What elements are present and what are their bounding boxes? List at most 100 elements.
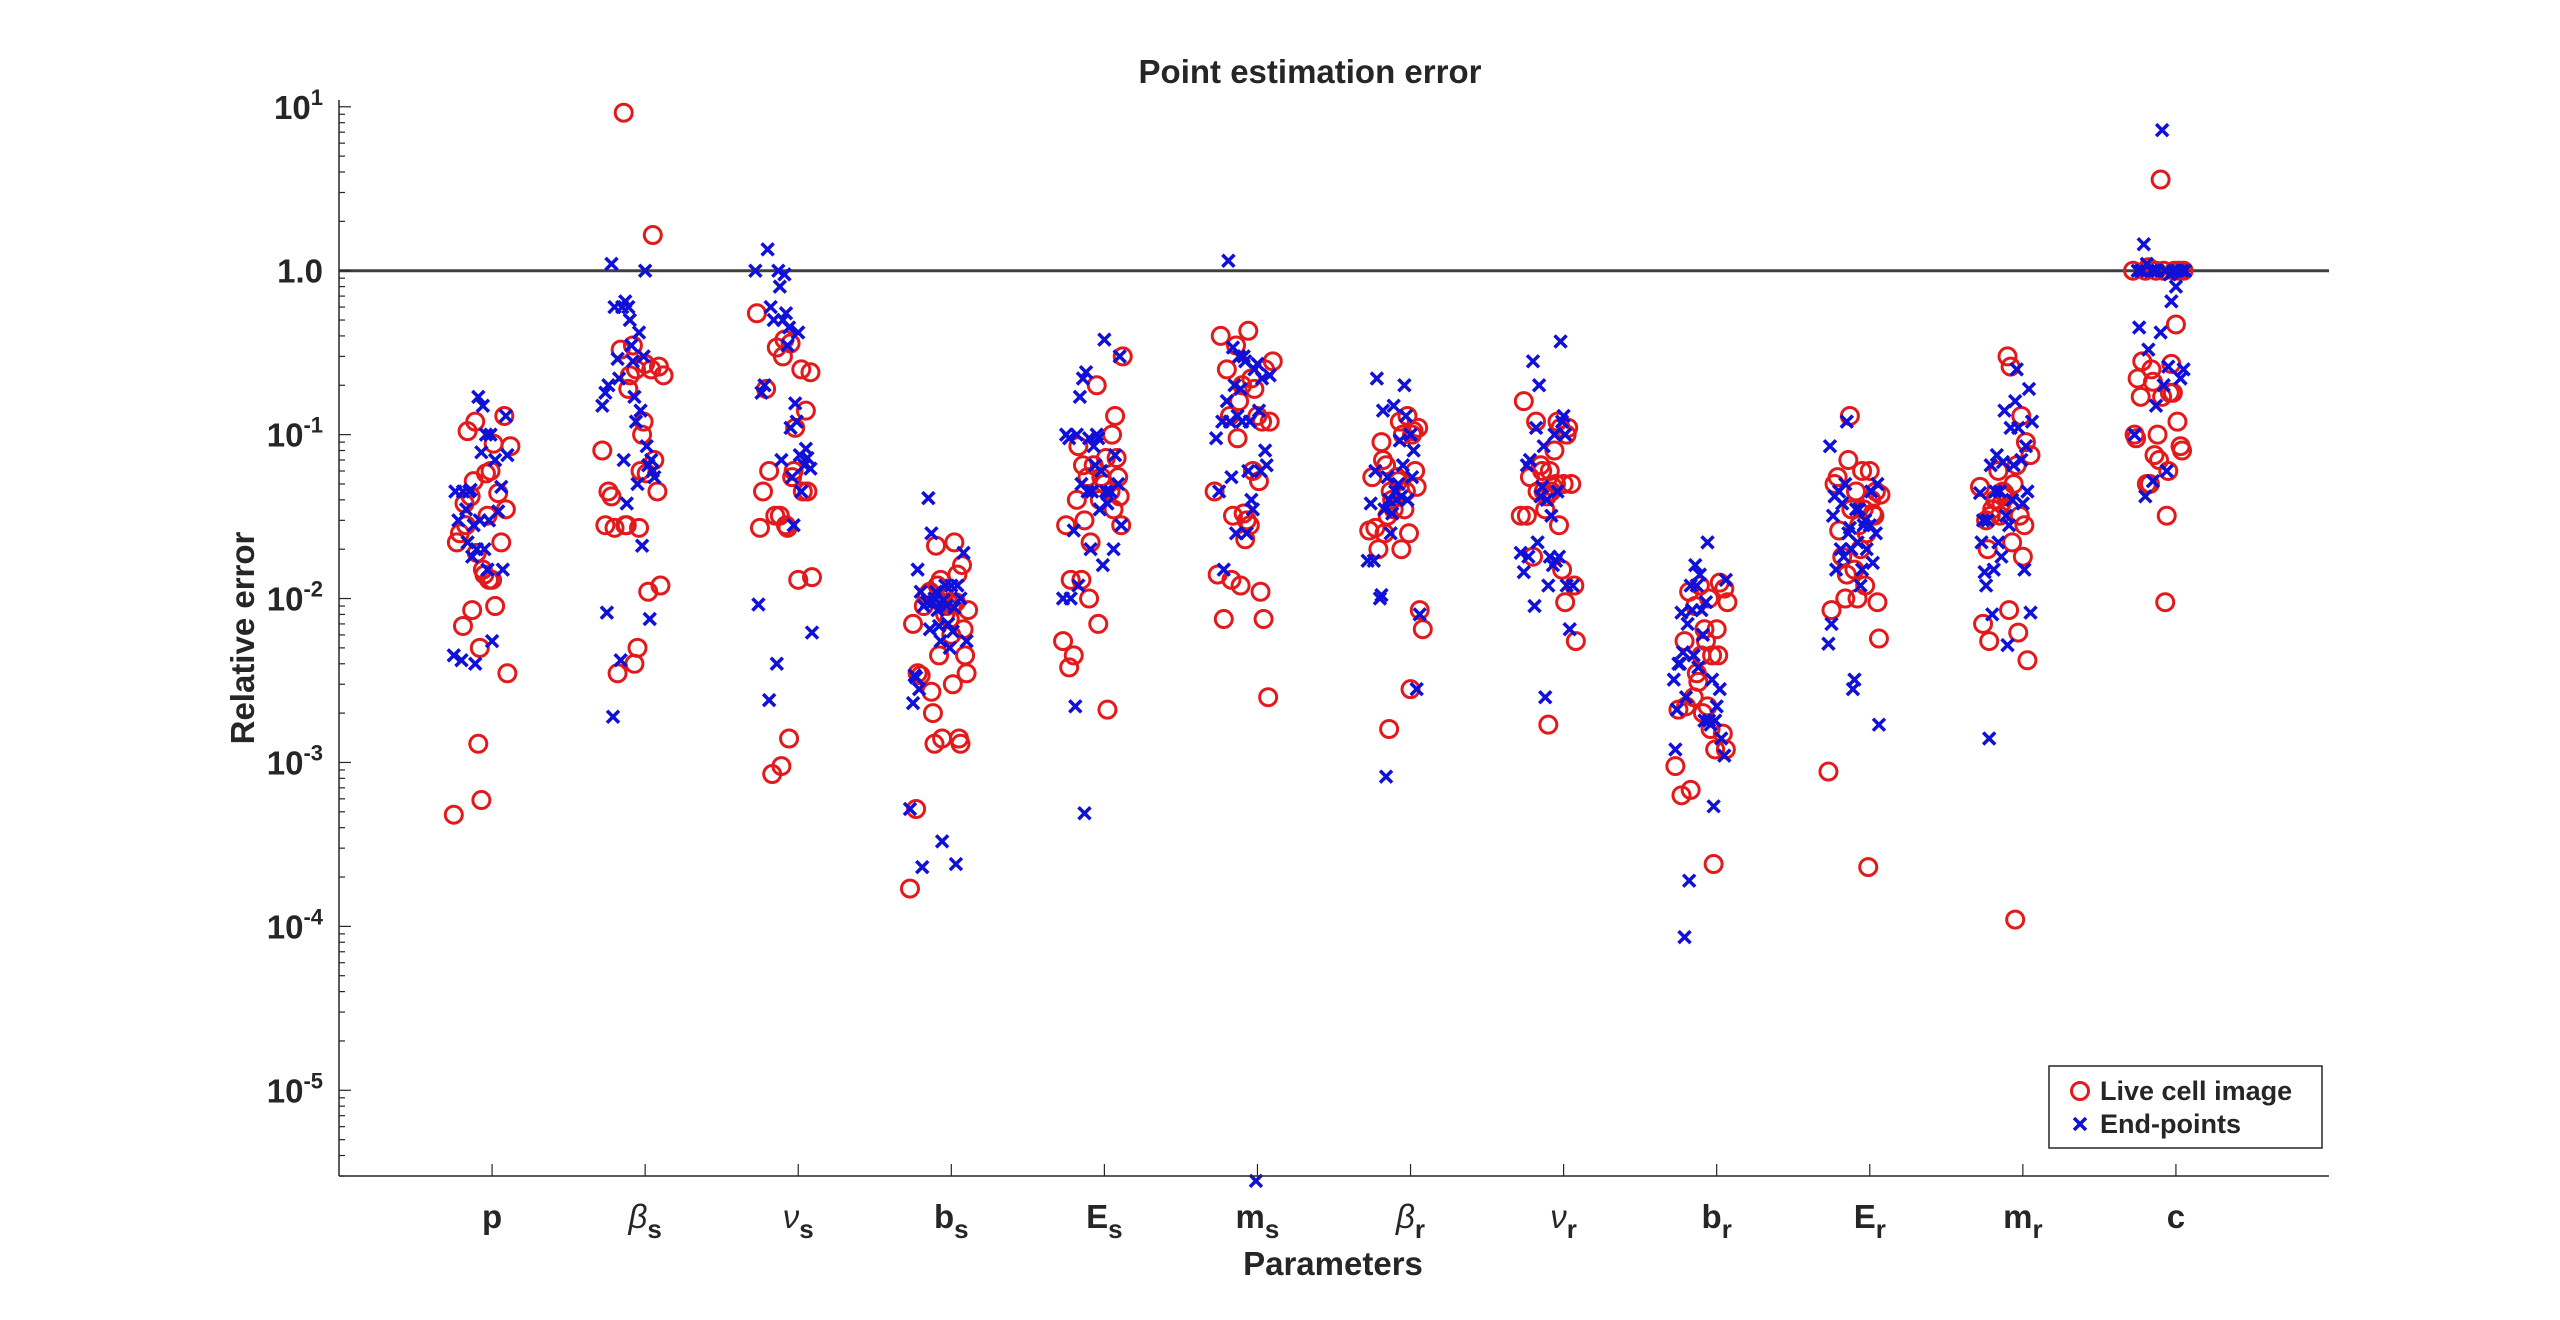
data-point-circle [2162,382,2183,403]
legend-label-live-cell: Live cell image [2100,1076,2292,1106]
data-point-circle [613,102,634,123]
data-point-x [1998,508,2014,523]
data-point-circle [604,517,625,538]
data-point-circle [469,637,490,658]
data-point-x [1986,562,2001,577]
data-point-x [1698,594,1714,610]
data-point-x [454,653,469,668]
data-point-x [477,541,492,557]
data-point-x [2017,562,2032,577]
data-point-circle [1973,613,1994,634]
data-point-x [2001,518,2017,533]
data-point-circle [491,532,512,553]
data-point-circle [795,400,816,421]
data-point-circle [1066,489,1087,510]
x-tick-label: βr [1395,1198,1425,1244]
y-tick-label: 101 [274,85,323,126]
data-point-circle [1088,613,1109,634]
data-point-x [934,834,950,849]
data-point-x [633,403,648,418]
x-tick-label: νs [783,1198,814,1244]
data-point-x [619,496,635,511]
data-point-x [1983,458,1998,473]
data-point-circle [903,613,924,634]
data-point-x [2177,263,2193,278]
data-point-circle [595,515,616,536]
data-point-x [1851,502,1867,517]
data-point-x [2007,393,2023,409]
data-point-x [1825,508,1841,523]
data-point-x [1107,447,1123,463]
data-point-x [1100,496,1115,511]
data-point-circle [1553,473,1574,494]
data-point-x [1219,393,1235,409]
data-point-x [468,656,483,672]
data-point-x [947,600,962,615]
data-point-circle [958,600,979,621]
data-point-x [2138,489,2153,504]
data-point-x [1375,403,1391,418]
data-point-circle [1855,575,1876,596]
data-point-x [2145,473,2161,489]
data-point-x [487,452,503,468]
y-tick-label: 10-1 [267,413,323,454]
data-point-x [498,408,514,424]
data-point-x [483,427,498,442]
data-point-x [1538,689,1553,705]
data-point-x [461,484,477,499]
data-point-x [778,306,794,321]
data-point-x [495,562,511,577]
data-point-circle [1244,378,1265,399]
data-point-x [1395,458,1411,473]
data-point-x [1110,476,1126,492]
data-point-x [1409,681,1424,697]
data-point-circle [1216,359,1237,380]
data-point-x [1992,484,2008,499]
data-point-circle [1111,515,1132,536]
data-point-circle [1112,346,1133,367]
axes-layer [338,100,2329,1177]
data-point-x [2014,452,2029,468]
data-point-x [1695,627,1711,643]
data-point-x [2023,605,2038,620]
data-point-x [621,299,636,315]
data-point-x [642,611,657,627]
data-point-x [1262,368,1277,383]
data-point-circle [1838,450,1859,471]
data-point-circle [771,756,792,777]
data-point-x [1541,578,1556,593]
data-point-x [1363,496,1378,511]
data-point-circle [452,615,473,636]
data-point-circle [462,600,483,621]
data-point-x [787,396,803,411]
data-point-circle [500,436,521,457]
data-point-x [1842,520,1858,536]
data-point-x [1374,587,1389,603]
data-point-x [1556,408,1571,424]
data-point-circle [2005,909,2026,930]
data-point-circle [1391,539,1412,560]
data-point-circle [642,225,663,246]
data-point-circle [2172,440,2193,461]
data-point-x [1534,479,1550,495]
data-point-x [1083,541,1098,557]
data-point-x [1513,545,1528,561]
data-point-x [910,562,925,577]
data-point-x [1397,378,1412,393]
data-point-x [1522,452,1538,468]
data-point-x [1386,398,1401,413]
x-tick-label: br [1702,1198,1732,1244]
data-point-x [1828,562,1844,577]
data-point-circle [1510,505,1531,526]
legend-x-marker [2072,1116,2088,1132]
data-point-x [1859,541,1874,557]
data-point-x [914,859,930,875]
data-point-circle [468,733,489,754]
data-point-circle [1072,455,1093,476]
data-point-x [1095,557,1111,573]
data-point-x [1550,484,1565,499]
data-point-x [1689,578,1705,593]
data-point-circle [1561,473,1582,494]
data-point-x [2153,325,2168,340]
data-point-x [2127,427,2142,442]
